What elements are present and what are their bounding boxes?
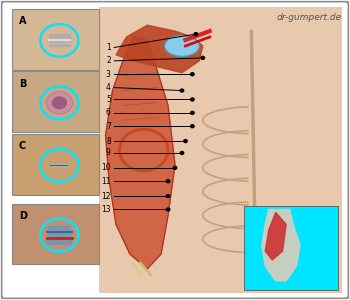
Circle shape <box>180 89 184 92</box>
Text: D: D <box>19 211 27 221</box>
Circle shape <box>52 96 67 110</box>
Circle shape <box>166 180 170 183</box>
Text: C: C <box>19 141 26 151</box>
Circle shape <box>201 56 204 59</box>
Text: 5: 5 <box>106 95 111 104</box>
FancyBboxPatch shape <box>244 206 338 290</box>
Circle shape <box>166 195 170 198</box>
Polygon shape <box>106 37 175 269</box>
Text: 11: 11 <box>101 177 111 186</box>
Circle shape <box>191 111 194 114</box>
Circle shape <box>191 125 194 128</box>
Text: A: A <box>19 16 26 26</box>
FancyBboxPatch shape <box>12 71 99 132</box>
Circle shape <box>46 92 72 114</box>
Text: 2: 2 <box>106 56 111 65</box>
FancyBboxPatch shape <box>99 7 342 293</box>
Circle shape <box>184 140 187 142</box>
Text: 3: 3 <box>106 70 111 79</box>
Polygon shape <box>49 34 70 46</box>
Polygon shape <box>265 212 286 260</box>
FancyBboxPatch shape <box>12 203 99 264</box>
Text: 1: 1 <box>106 43 111 52</box>
Text: 13: 13 <box>101 205 111 214</box>
Circle shape <box>166 208 170 211</box>
Ellipse shape <box>164 36 199 56</box>
Text: 10: 10 <box>101 163 111 172</box>
Circle shape <box>191 73 194 76</box>
Text: dr-gumpert.de: dr-gumpert.de <box>276 13 342 22</box>
Circle shape <box>194 33 197 36</box>
Text: B: B <box>19 79 26 89</box>
FancyBboxPatch shape <box>12 134 99 195</box>
Circle shape <box>173 166 177 169</box>
Polygon shape <box>116 25 203 73</box>
Polygon shape <box>47 226 71 244</box>
Text: 4: 4 <box>106 83 111 92</box>
Text: 9: 9 <box>106 148 111 158</box>
Text: 6: 6 <box>106 108 111 117</box>
Circle shape <box>191 98 194 101</box>
Text: 12: 12 <box>101 192 111 201</box>
Circle shape <box>180 152 184 154</box>
Text: 8: 8 <box>106 136 111 146</box>
FancyBboxPatch shape <box>12 9 99 70</box>
Polygon shape <box>262 209 300 281</box>
Text: 7: 7 <box>106 122 111 131</box>
